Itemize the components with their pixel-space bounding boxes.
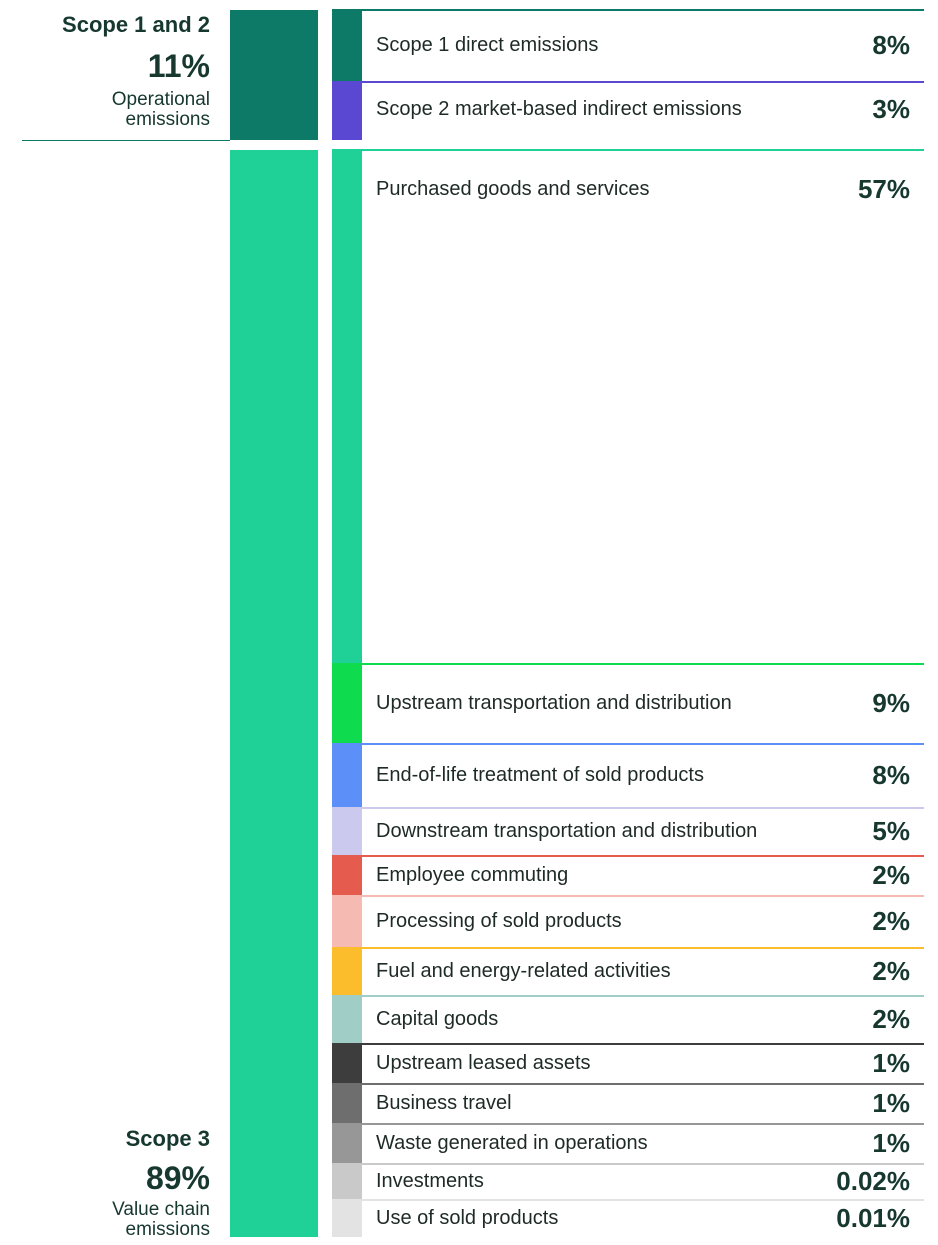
category-divider <box>332 663 924 665</box>
scope-3-heading: Scope 3 <box>125 1126 210 1151</box>
category-divider <box>332 149 924 151</box>
category-label: Employee commuting <box>376 864 569 886</box>
category-value: 3% <box>872 94 910 124</box>
category-bar <box>332 1200 362 1237</box>
category-label: Investments <box>376 1170 484 1192</box>
scope-1-2-desc-line1: Operational <box>111 89 210 110</box>
scope-1-2-heading: Scope 1 and 2 <box>62 12 210 37</box>
category-value: 5% <box>872 816 910 846</box>
category-bar <box>332 744 362 808</box>
category-value: 8% <box>872 760 910 790</box>
scope-1-2-underline <box>22 140 230 141</box>
category-bar <box>332 856 362 896</box>
category-divider <box>332 895 924 897</box>
scope-1-2-percent: 11% <box>147 48 210 84</box>
category-divider <box>332 1123 924 1125</box>
category-label: Processing of sold products <box>376 910 622 932</box>
category-divider <box>332 743 924 745</box>
scope-1-2-desc-line2: emissions <box>125 109 210 130</box>
category-divider <box>332 855 924 857</box>
category-value: 0.01% <box>836 1202 910 1233</box>
category-divider <box>332 995 924 997</box>
category-value: 9% <box>872 688 910 718</box>
category-value: 2% <box>872 860 910 890</box>
category-value: 1% <box>872 1128 910 1158</box>
category-bar <box>332 150 362 664</box>
category-label: Downstream transportation and distributi… <box>376 820 758 842</box>
category-label: Capital goods <box>376 1008 499 1030</box>
category-label: Upstream transportation and distribution <box>376 692 732 714</box>
category-label: Scope 1 direct emissions <box>376 34 599 56</box>
category-divider <box>332 1083 924 1085</box>
category-value: 2% <box>872 956 910 986</box>
category-divider <box>332 1199 924 1201</box>
category-value: 0.02% <box>836 1166 910 1196</box>
category-label: Upstream leased assets <box>376 1052 591 1074</box>
category-bar <box>332 1044 362 1084</box>
scope-3-desc-line2: emissions <box>125 1219 210 1240</box>
category-bar <box>332 808 362 856</box>
category-value: 57% <box>857 174 910 204</box>
category-divider <box>332 1163 924 1165</box>
category-bar <box>332 996 362 1044</box>
category-divider <box>332 1043 924 1045</box>
scope-3-desc-line1: Value chain <box>112 1199 210 1220</box>
category-bar <box>332 1164 362 1200</box>
category-label: Business travel <box>376 1092 512 1114</box>
category-divider <box>332 81 924 83</box>
category-value: 8% <box>872 30 910 60</box>
scope-3-percent: 89% <box>145 1160 210 1196</box>
category-value: 2% <box>872 906 910 936</box>
category-divider <box>332 947 924 949</box>
category-divider <box>332 807 924 809</box>
category-bar <box>332 82 362 140</box>
category-bar <box>332 1124 362 1164</box>
category-value: 1% <box>872 1088 910 1118</box>
category-label: Scope 2 market-based indirect emissions <box>376 98 742 120</box>
category-label: Use of sold products <box>376 1206 559 1229</box>
scope-3-bar <box>230 150 318 1237</box>
category-bar <box>332 948 362 996</box>
category-value: 1% <box>872 1048 910 1078</box>
category-bar <box>332 1084 362 1124</box>
category-label: End-of-life treatment of sold products <box>376 764 704 786</box>
category-label: Purchased goods and services <box>376 178 650 200</box>
category-value: 2% <box>872 1004 910 1034</box>
scope-1-2-bar <box>230 10 318 140</box>
category-bar <box>332 10 362 82</box>
category-divider <box>332 9 924 11</box>
category-label: Waste generated in operations <box>376 1132 648 1154</box>
category-label: Fuel and energy-related activities <box>376 960 671 982</box>
category-bar <box>332 664 362 744</box>
category-bar <box>332 896 362 948</box>
